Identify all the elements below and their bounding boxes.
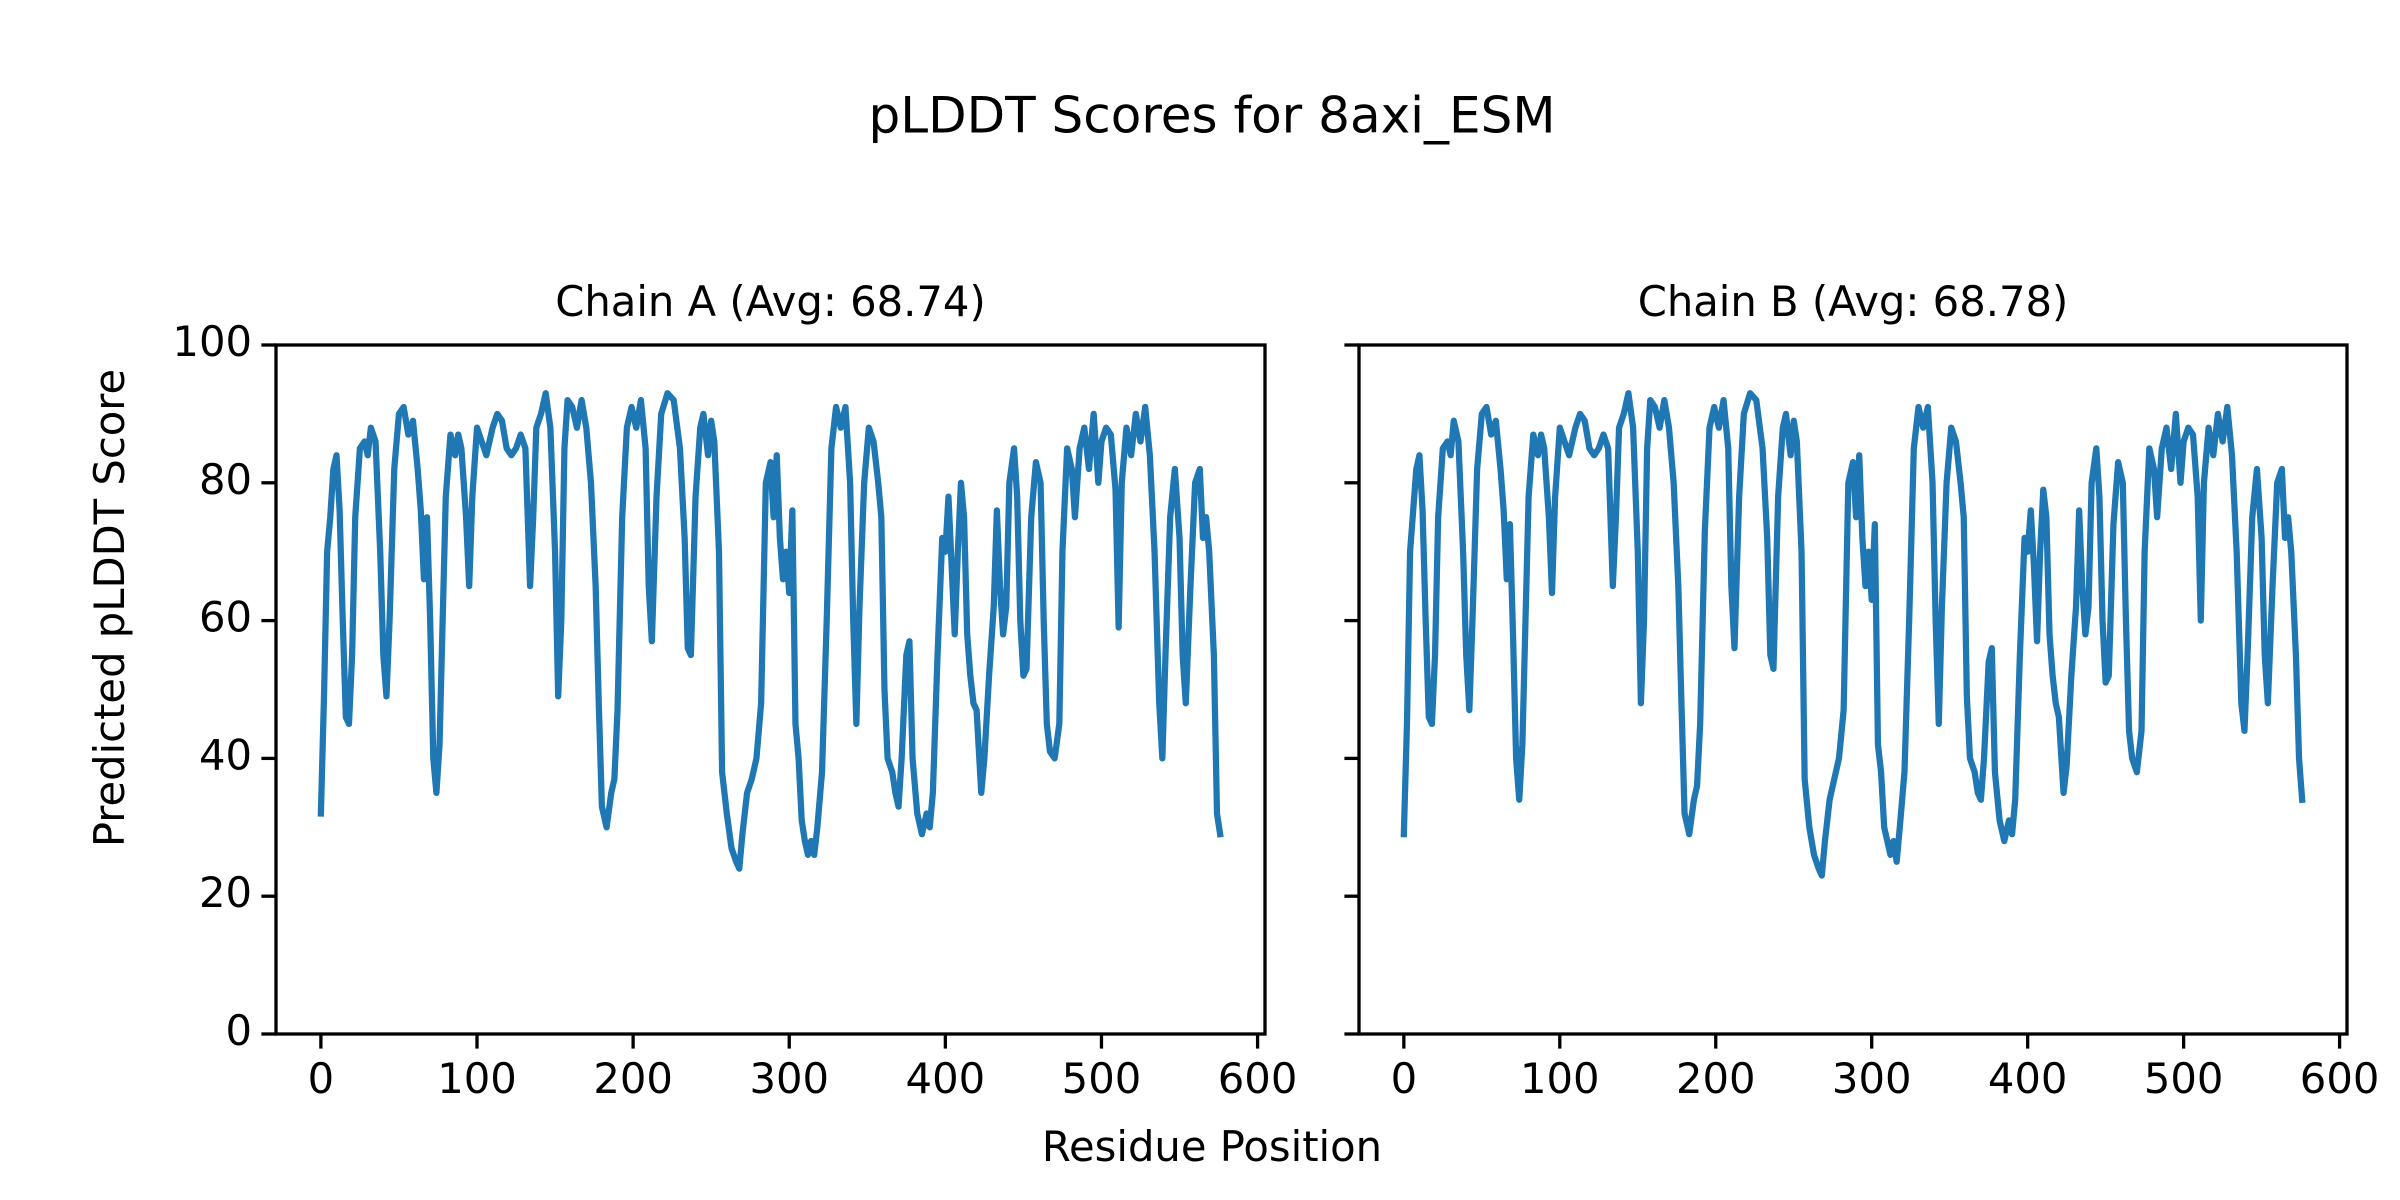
x-tick-label: 300	[1832, 1054, 1912, 1103]
x-tick-label: 400	[906, 1054, 986, 1103]
figure-title: pLDDT Scores for 8axi_ESM	[868, 87, 1555, 145]
data-line	[317, 390, 1224, 872]
y-axis-label: Predicted pLDDT Score	[85, 369, 134, 847]
x-tick-label: 200	[593, 1054, 673, 1103]
x-tick-label: 0	[1391, 1054, 1418, 1103]
x-tick-label: 500	[2144, 1054, 2224, 1103]
axes-frame	[274, 343, 1267, 1036]
x-tick-label: 0	[308, 1054, 335, 1103]
y-tick-label: 0	[225, 1006, 252, 1055]
x-tick-label: 600	[1218, 1054, 1298, 1103]
axes-frame	[1357, 343, 2349, 1036]
y-tick-label: 80	[199, 455, 252, 504]
y-tick-label: 100	[172, 317, 252, 366]
x-tick-label: 400	[1988, 1054, 2068, 1103]
subplot-title: Chain A (Avg: 68.74)	[555, 277, 985, 326]
x-tick-label: 100	[437, 1054, 517, 1103]
x-tick-label: 600	[2300, 1054, 2380, 1103]
x-tick-label: 300	[749, 1054, 829, 1103]
y-tick-label: 20	[199, 868, 252, 917]
y-tick-label: 40	[199, 730, 252, 779]
x-tick-label: 100	[1520, 1054, 1600, 1103]
x-axis-label: Residue Position	[1042, 1122, 1382, 1171]
x-tick-label: 200	[1676, 1054, 1756, 1103]
y-tick-label: 60	[199, 593, 252, 642]
data-line	[1400, 390, 2306, 879]
subplot-title: Chain B (Avg: 68.78)	[1638, 277, 2069, 326]
x-tick-label: 500	[1062, 1054, 1142, 1103]
